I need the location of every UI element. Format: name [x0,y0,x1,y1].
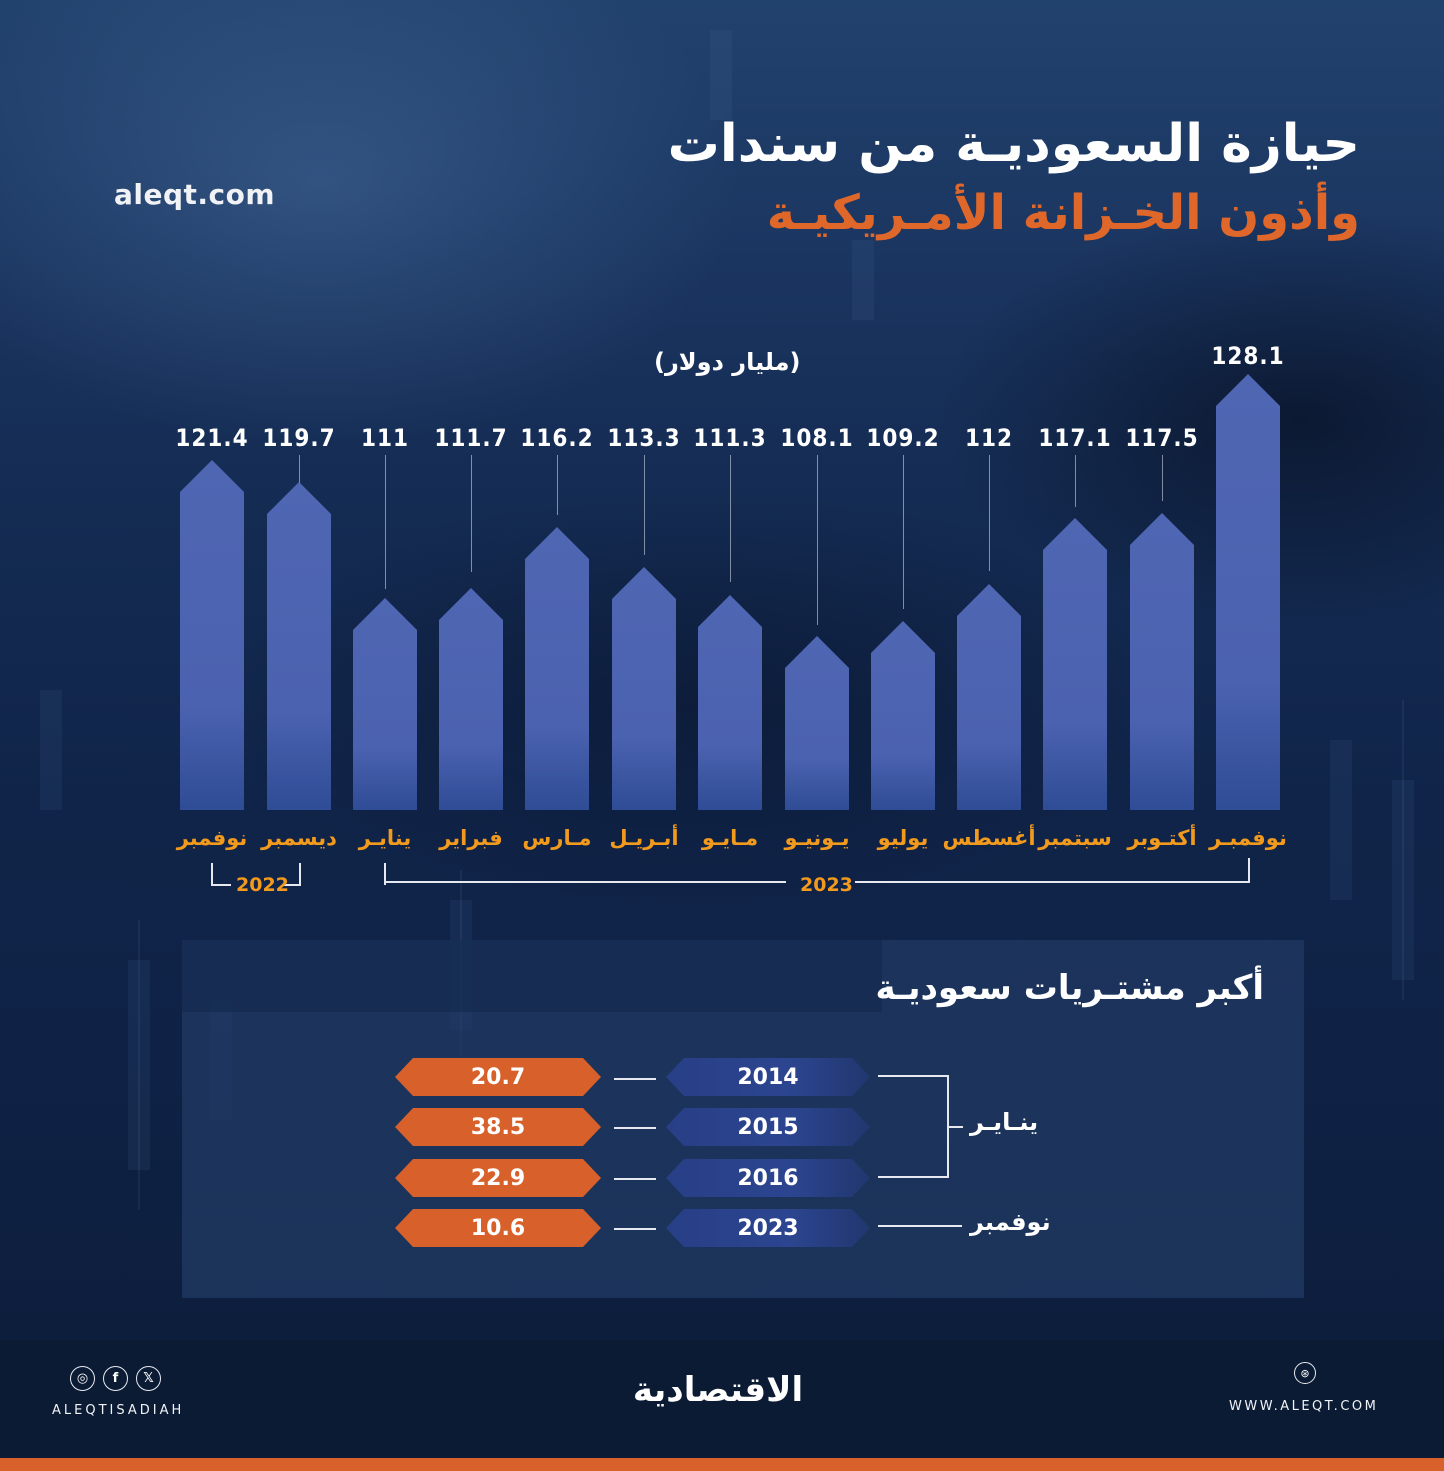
bar-label: ديسمبر [261,826,337,850]
bar-label: يـونيـو [784,826,850,850]
value-badge: 38.5 [395,1108,601,1146]
bar-value: 112 [964,424,1014,452]
leader-line [730,455,731,582]
year-label-2023: 2023 [800,874,853,896]
bar-value: 117.5 [1125,424,1199,452]
bar-value: 116.2 [520,424,594,452]
footer-accent-bar [0,1458,1444,1471]
year-badge: 2023 [666,1209,870,1247]
chart-title: حيازة السعوديـة من سندات وأذون الخـزانة … [668,108,1360,246]
bar-label: أبـريـل [609,826,679,850]
november-connector [878,1225,962,1227]
bar-label: مـايـو [701,826,759,850]
bar-value: 128.1 [1211,342,1285,370]
bar-label: مـارس [522,826,592,850]
row-connector [614,1078,656,1080]
bar-jul-2023: 109.2 [866,0,939,810]
bar-dec-2022: 119.7 [262,0,335,810]
bar-shape [180,460,244,810]
social-icons: ◎ f 𝕏 [70,1366,161,1391]
leader-line [989,455,990,571]
title-line-2: وأذون الخـزانة الأمـريكيـة [766,185,1360,241]
leader-line [557,455,558,515]
title-line-1: حيازة السعوديـة من سندات [667,114,1360,174]
bar-value: 111 [360,424,410,452]
row-connector [614,1228,656,1230]
facebook-icon[interactable]: f [103,1366,128,1391]
globe-icon: ⊛ [1294,1362,1316,1384]
bar-mar-2023: 116.2 [520,0,593,810]
leader-line [817,455,818,625]
footer [0,1340,1444,1458]
bar-jan-2023: 111 [353,0,417,810]
value-badge: 22.9 [395,1159,601,1197]
leader-line [385,455,386,589]
bar-shape [698,595,762,810]
bar-value: 119.7 [262,424,336,452]
bar-shape [353,598,417,810]
year-label-2022: 2022 [236,874,289,896]
leader-line [471,455,472,572]
january-label: ينـايـر [970,1108,1039,1136]
bar-shape [957,584,1021,810]
website-link[interactable]: WWW.ALEQT.COM [1229,1399,1379,1414]
bar-label: نوفمبر [176,826,248,850]
social-handle: ALEQTISADIAH [52,1403,185,1418]
bar-jun-2023: 108.1 [780,0,853,810]
bar-chart: 121.4 نوفمبر 119.7 ديسمبر 111 ينايـر 111… [175,0,1287,896]
panel-title: أكبر مشتـريات سعوديـة [875,968,1264,1008]
year-badge: 2015 [666,1108,870,1146]
bar-may-2023: 111.3 [693,0,766,810]
bar-value: 109.2 [866,424,940,452]
bar-shape [1216,374,1280,810]
bar-shape [612,567,676,810]
bar-shape [1043,518,1107,810]
november-label: نوفمبر [970,1208,1051,1236]
bar-value: 111.7 [434,424,508,452]
site-url-top: aleqt.com [114,178,276,211]
bar-value: 121.4 [175,424,249,452]
leader-line [1162,455,1163,501]
bar-feb-2023: 111.7 [434,0,507,810]
bar-label: أغسطس [942,826,1036,850]
bar-label: أكتـوبر [1127,826,1197,850]
bar-aug-2023: 112 [957,0,1021,810]
bar-label: ينايـر [358,826,412,850]
bar-sep-2023: 117.1 [1038,0,1111,810]
value-badge: 10.6 [395,1209,601,1247]
bar-value: 108.1 [780,424,854,452]
bar-label: نوفمبـر [1209,826,1287,850]
leader-line [903,455,904,609]
bar-oct-2023: 117.5 [1125,0,1198,810]
bar-shape [267,482,331,810]
x-icon[interactable]: 𝕏 [136,1366,161,1391]
bar-label: سبتمبر [1038,826,1112,850]
panel-notch [182,940,882,1012]
bar-shape [871,621,935,810]
bar-value: 113.3 [607,424,681,452]
bar-shape [525,527,589,810]
year-badge: 2014 [666,1058,870,1096]
bar-apr-2023: 113.3 [607,0,680,810]
leader-line [299,455,300,483]
year-badge: 2016 [666,1159,870,1197]
unit-label: (مليار دولار) [654,348,801,376]
brand-logo: الاقتصادية [632,1370,804,1410]
bar-label: فبراير [439,826,503,850]
bar-value: 111.3 [693,424,767,452]
bar-shape [785,636,849,810]
value-badge: 20.7 [395,1058,601,1096]
bar-shape [1130,513,1194,810]
leader-line [1075,455,1076,507]
bar-label: يوليو [877,826,929,850]
bar-nov-2023: 128.1 [1211,0,1284,810]
bar-value: 117.1 [1038,424,1112,452]
instagram-icon[interactable]: ◎ [70,1366,95,1391]
leader-line [644,455,645,555]
row-connector [614,1178,656,1180]
bar-shape [439,588,503,810]
bar-nov-2022: 121.4 [175,0,248,810]
row-connector [614,1127,656,1129]
